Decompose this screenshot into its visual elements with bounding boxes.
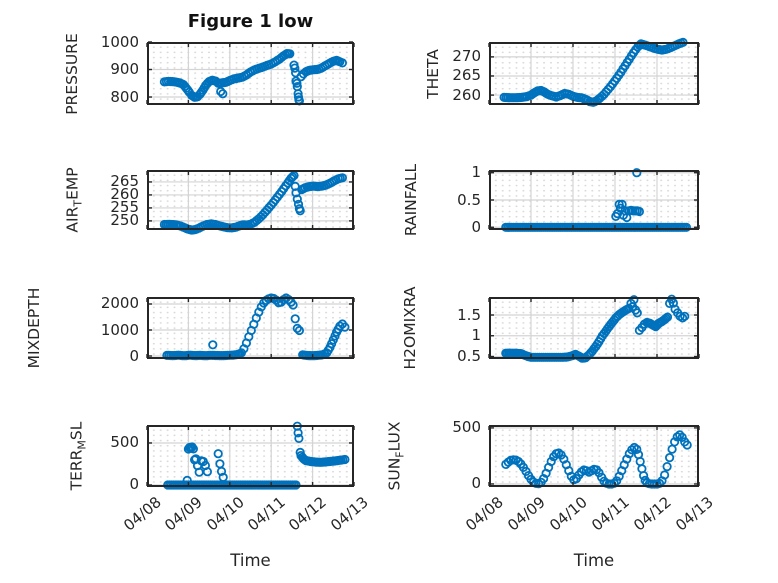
chart-canvas-h2omixra [488, 294, 700, 363]
y-axis-label-pressure: PRESSURE [63, 32, 81, 115]
x-tick-label: 04/11 [587, 493, 633, 535]
y-tick-label: 2000 [100, 294, 139, 313]
chart-canvas-theta [488, 37, 700, 107]
y-tick-label: 1000 [100, 320, 139, 339]
plot-area-mixdepth [146, 293, 355, 361]
x-tick-label: 04/09 [161, 493, 206, 535]
y-axis-label-terr_msl: TERRMSL [67, 421, 89, 491]
plot-area-sun_flux [488, 425, 700, 489]
chart-canvas-rainfall [488, 168, 700, 232]
x-tick-label: 04/08 [461, 493, 507, 535]
x-tick-label: 04/10 [545, 493, 591, 535]
y-tick-label: 0 [129, 346, 139, 365]
y-tick-label: 0.5 [457, 347, 481, 365]
chart-canvas-sun_flux [488, 425, 700, 489]
plot-area-theta [488, 37, 700, 107]
y-tick-label: 1000 [100, 32, 139, 51]
y-tick-label: 1 [471, 163, 481, 182]
y-tick-label: 0 [471, 474, 481, 493]
y-tick-label: 0.5 [457, 190, 481, 209]
y-tick-label: 0 [129, 475, 139, 494]
y-tick-label: 0 [471, 217, 481, 236]
x-tick-label: 04/08 [119, 493, 165, 535]
y-tick-label: 260 [110, 185, 139, 204]
chart-canvas-mixdepth [146, 293, 355, 361]
chart-canvas-air_temp [146, 170, 355, 235]
y-tick-label: 1.5 [457, 305, 481, 324]
x-tick-label: 04/12 [285, 493, 331, 535]
y-axis-label-sun_flux: SUNFLUX [385, 421, 407, 491]
y-tick-label: 1 [471, 326, 481, 345]
x-tick-label: 04/13 [671, 493, 717, 535]
y-tick-label: 255 [110, 198, 139, 217]
chart-canvas-pressure [146, 41, 355, 106]
y-tick-label: 800 [110, 87, 139, 106]
x-tick-label: 04/09 [503, 493, 549, 535]
y-axis-label-air_temp: AIRTEMP [63, 167, 85, 233]
plot-area-h2omixra [488, 294, 700, 363]
data-series-rainfall [501, 168, 691, 232]
plot-area-terr_msl [146, 421, 355, 490]
y-axis-label-theta: THETA [424, 48, 442, 99]
data-series-theta [499, 37, 688, 107]
x-tick-label: 04/10 [202, 493, 248, 535]
data-series-sun_flux [501, 430, 692, 489]
y-tick-label: 270 [452, 47, 481, 66]
y-tick-label: 265 [110, 172, 139, 191]
y-tick-label: 250 [110, 211, 139, 230]
y-axis-label-mixdepth: MIXDEPTH [25, 287, 43, 369]
x-axis-label-left: Time [230, 551, 271, 570]
y-axis-label-h2omixra: H2OMIXRA [401, 286, 419, 370]
plot-area-pressure [146, 41, 355, 106]
plot-area-air_temp [146, 170, 355, 235]
y-axis-label-rainfall: RAINFALL [402, 163, 420, 237]
y-tick-label: 265 [452, 66, 481, 85]
figure-title: Figure 1 low [187, 11, 314, 32]
data-series-h2omixra [501, 294, 690, 363]
y-tick-label: 260 [452, 85, 481, 104]
chart-canvas-terr_msl [146, 421, 355, 490]
x-tick-label: 04/13 [326, 493, 372, 535]
plot-area-rainfall [488, 168, 700, 232]
data-series-terr_msl [163, 421, 350, 490]
x-axis-label-right: Time [573, 551, 615, 570]
x-tick-label: 04/11 [244, 493, 289, 535]
x-tick-label: 04/12 [629, 493, 675, 535]
y-tick-label: 500 [110, 433, 139, 452]
y-tick-label: 500 [452, 418, 481, 437]
data-series-pressure [159, 49, 347, 106]
y-tick-label: 900 [110, 60, 139, 78]
